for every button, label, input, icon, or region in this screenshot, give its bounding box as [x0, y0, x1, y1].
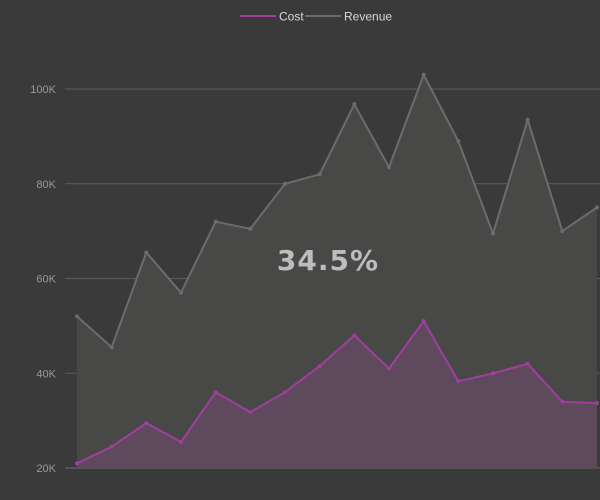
revenue-point — [525, 117, 530, 122]
legend-label-cost: Cost — [279, 10, 304, 24]
series-areas — [77, 74, 597, 469]
cost-point — [213, 390, 218, 395]
revenue-point — [283, 181, 287, 186]
y-axis-ticks: 20K 40K 60K 80K 100K — [30, 84, 56, 475]
legend-label-revenue: Revenue — [344, 10, 392, 24]
revenue-point — [456, 139, 461, 144]
cost-point — [560, 399, 565, 404]
cost-area — [77, 321, 597, 468]
revenue-point — [213, 219, 218, 224]
cost-line — [76, 320, 598, 465]
revenue-point — [491, 231, 495, 236]
revenue-point — [179, 290, 183, 295]
revenue-area — [77, 74, 597, 469]
cost-point — [75, 461, 79, 466]
revenue-point — [317, 172, 322, 177]
cost-point — [352, 333, 357, 338]
cost-point — [421, 319, 426, 324]
y-tick-label: 60K — [36, 274, 56, 286]
cost-point — [144, 420, 149, 425]
revenue-line — [76, 73, 598, 349]
y-tick-label: 40K — [36, 368, 56, 380]
y-tick-label: 80K — [36, 179, 56, 191]
revenue-point — [595, 205, 599, 210]
revenue-point — [352, 102, 357, 107]
cost-point — [248, 410, 253, 415]
revenue-point — [421, 72, 426, 77]
cost-point — [595, 401, 599, 406]
legend-item-revenue[interactable]: Revenue — [305, 10, 392, 24]
series-points — [75, 72, 599, 466]
cost-point — [317, 364, 322, 369]
revenue-point — [75, 314, 79, 319]
y-tick-label: 100K — [30, 84, 56, 96]
cost-point — [283, 390, 287, 395]
cost-point — [456, 379, 461, 384]
revenue-point — [248, 226, 253, 231]
legend[interactable]: Cost Revenue — [240, 10, 392, 24]
center-kpi-label: 34.5% — [277, 244, 379, 277]
revenue-point — [144, 250, 149, 255]
cost-point — [179, 439, 183, 444]
cost-point — [525, 361, 530, 366]
cost-point — [109, 444, 114, 449]
revenue-point — [387, 165, 391, 170]
revenue-point — [560, 229, 565, 234]
cost-point — [387, 366, 391, 371]
cost-point — [491, 371, 495, 376]
series-lines — [76, 73, 598, 465]
y-tick-label: 20K — [36, 463, 56, 475]
revenue-point — [109, 345, 114, 350]
legend-item-cost[interactable]: Cost — [240, 10, 304, 24]
